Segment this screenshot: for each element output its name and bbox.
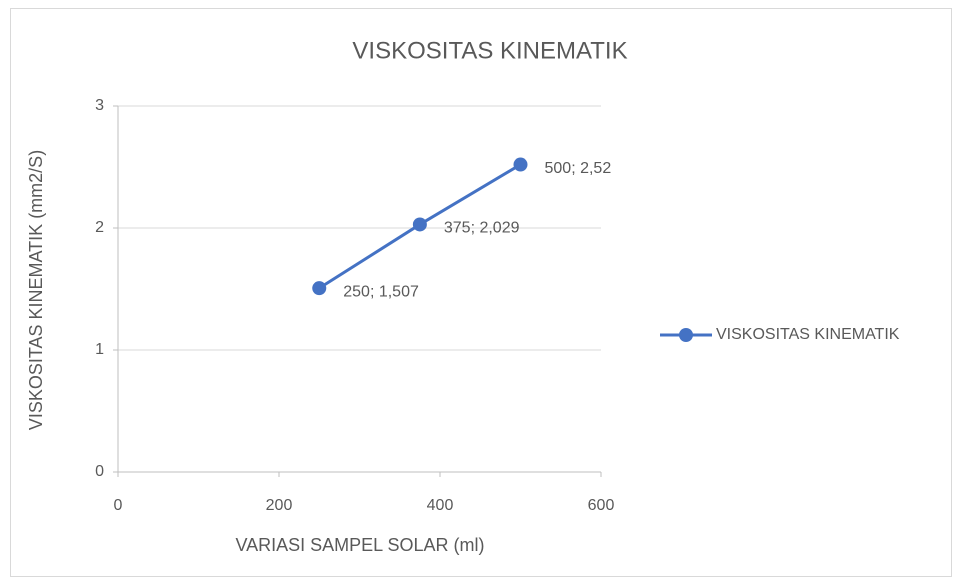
x-axis-label: VARIASI SAMPEL SOLAR (ml)	[235, 535, 484, 555]
chart-border	[10, 8, 952, 577]
x-tick-label: 600	[588, 497, 615, 514]
data-label: 500; 2,52	[545, 160, 612, 177]
legend-marker	[679, 328, 693, 342]
y-tick-label: 1	[95, 341, 104, 358]
x-tick-label: 200	[266, 497, 293, 514]
y-tick-label: 0	[95, 463, 104, 480]
x-tick-label: 400	[427, 497, 454, 514]
y-axis-label: VISKOSITAS KINEMATIK (mm2/S)	[26, 150, 46, 430]
legend-label: VISKOSITAS KINEMATIK	[716, 326, 900, 343]
chart-title: VISKOSITAS KINEMATIK	[352, 37, 627, 64]
data-point	[412, 217, 427, 232]
x-tick-label: 0	[114, 497, 123, 514]
data-point	[312, 281, 327, 296]
data-label: 250; 1,507	[343, 283, 419, 300]
y-tick-label: 2	[95, 219, 104, 236]
data-label: 375; 2,029	[444, 220, 520, 237]
data-point	[513, 157, 528, 172]
y-tick-label: 3	[95, 97, 104, 114]
